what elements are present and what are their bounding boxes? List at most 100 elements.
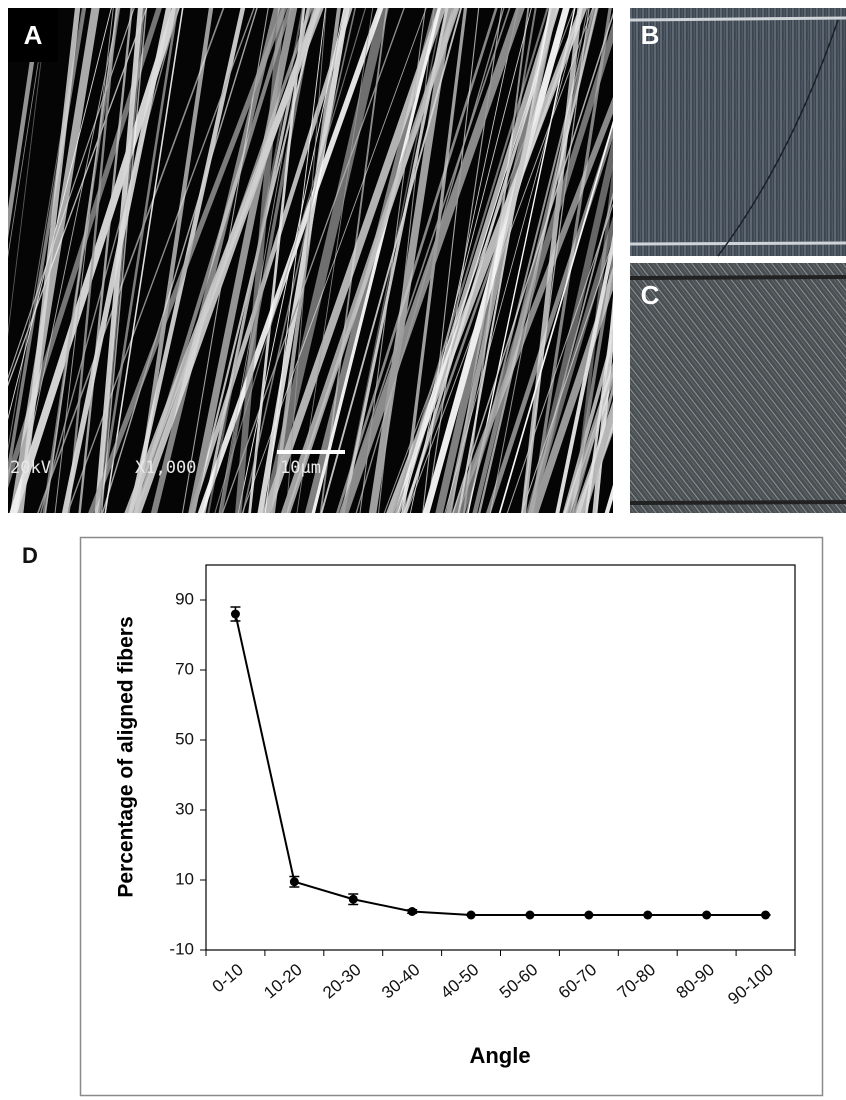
label-box (8, 8, 58, 62)
fiber (339, 8, 511, 513)
fiber (341, 8, 449, 513)
fiber (311, 8, 441, 513)
edge (629, 275, 846, 280)
fiber (100, 8, 148, 513)
fiber (54, 8, 114, 513)
x-tick-label: 60-70 (555, 960, 601, 1003)
sem-annotation: 20kV (10, 458, 51, 478)
fiber (8, 8, 48, 259)
crack (717, 19, 839, 257)
point (702, 910, 712, 920)
fiber (525, 215, 613, 513)
y-axis-title: Percentage of aligned fibers (115, 616, 138, 897)
fiber (42, 8, 121, 513)
plot-area (205, 564, 796, 951)
fiber (66, 8, 255, 513)
x-tick-label: 50-60 (496, 960, 542, 1003)
point (466, 910, 476, 920)
fiber (403, 8, 560, 513)
fiber (280, 8, 460, 513)
fiber (336, 8, 498, 513)
y-tick-label: -10 (169, 939, 194, 958)
x-tick-label: 80-90 (673, 960, 719, 1003)
fiber (257, 8, 350, 513)
fiber (264, 8, 327, 513)
x-tick-label: 30-40 (378, 960, 424, 1003)
fiber (368, 8, 453, 513)
point (348, 894, 358, 904)
fiber (242, 8, 357, 513)
y-tick-label: 10 (175, 869, 194, 888)
fiber (133, 8, 214, 513)
fiber (78, 8, 133, 513)
edge (629, 241, 846, 246)
point (761, 910, 771, 920)
fiber (124, 8, 324, 513)
fiber (39, 8, 180, 513)
y-tick-label: 70 (175, 659, 194, 678)
point (584, 910, 594, 920)
fiber (472, 8, 599, 513)
fiber (67, 8, 118, 513)
fiber (218, 8, 310, 513)
panel-label: C (641, 280, 660, 310)
line (234, 613, 766, 916)
point (525, 910, 535, 920)
fiber (219, 8, 316, 513)
fiber (401, 8, 532, 513)
fiber (241, 8, 427, 513)
x-tick-label: 0-10 (209, 960, 247, 996)
fiber (458, 22, 613, 513)
fibers (8, 8, 613, 513)
x-tick-label: 40-50 (437, 960, 483, 1003)
point (643, 910, 653, 920)
fiber (530, 266, 613, 513)
fiber (188, 8, 353, 513)
fiber (262, 8, 389, 513)
x-tick-label: 20-30 (319, 960, 365, 1003)
point (230, 609, 240, 619)
micrograph (630, 263, 846, 513)
fiber (397, 8, 558, 513)
point (289, 877, 299, 887)
y-tick-label: 30 (175, 799, 194, 818)
y-tick-label: 50 (175, 729, 194, 748)
fiber (262, 8, 446, 513)
micrograph (630, 8, 846, 256)
fiber (221, 8, 405, 513)
fiber (506, 202, 613, 513)
fiber (8, 8, 48, 337)
fiber (61, 8, 172, 513)
fiber (565, 370, 613, 513)
fiber (285, 8, 327, 513)
fiber (444, 8, 583, 513)
fiber (248, 8, 306, 513)
fiber (562, 332, 613, 513)
fiber (585, 307, 613, 513)
fiber (150, 8, 280, 513)
fiber (449, 8, 537, 513)
fiber (339, 8, 525, 513)
fiber (498, 120, 613, 513)
fiber (101, 8, 258, 513)
panel-label: D (22, 543, 38, 568)
edge (629, 16, 846, 22)
panel-label: B (641, 20, 660, 50)
x-tick-label: 10-20 (260, 960, 306, 1003)
fiber (592, 296, 613, 513)
x-tick-label: 90-100 (724, 960, 777, 1009)
edge (629, 500, 846, 505)
panel-label: A (24, 20, 43, 50)
fiber (320, 8, 463, 513)
fiber (580, 400, 613, 513)
fiber (37, 8, 225, 513)
fiber (97, 8, 179, 513)
sem-annotation: 10μm (280, 458, 321, 478)
fiber (422, 8, 480, 513)
fiber (485, 122, 613, 513)
sem-annotation: X1,000 (135, 458, 196, 478)
fiber (214, 8, 367, 513)
fiber (235, 8, 285, 513)
fiber (104, 8, 184, 513)
